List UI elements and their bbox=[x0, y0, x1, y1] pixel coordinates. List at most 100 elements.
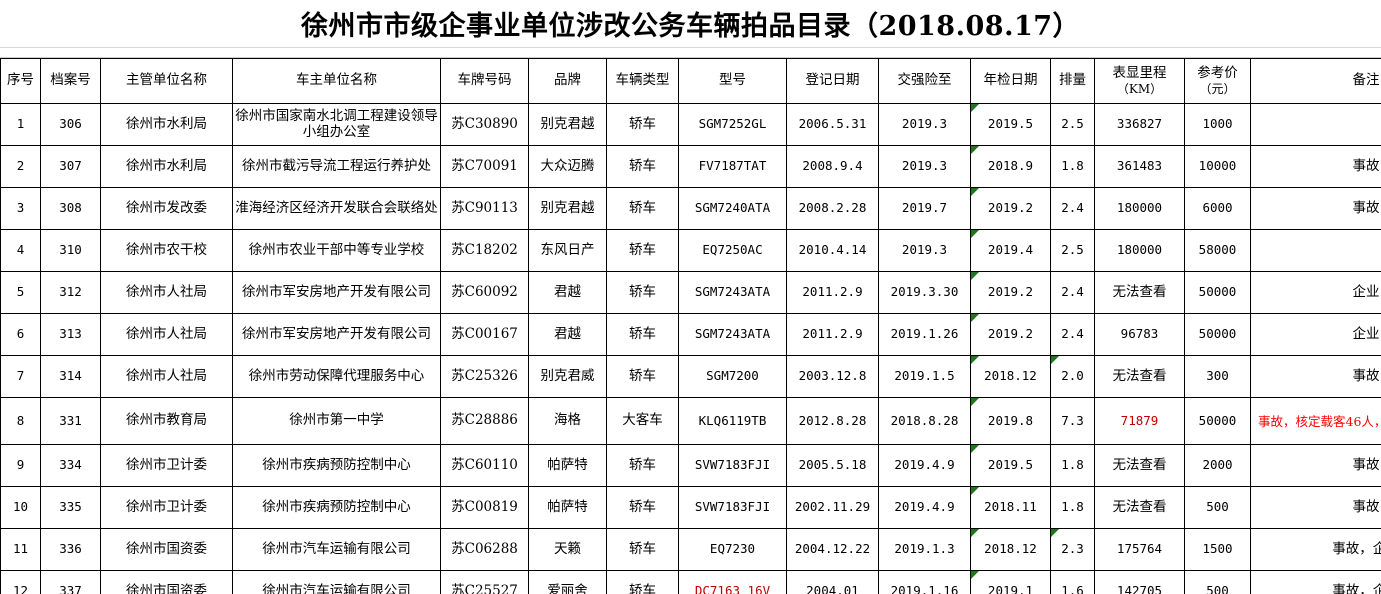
cell-owner[interactable]: 徐州市汽车运输有限公司 bbox=[232, 528, 441, 571]
cell-ins[interactable]: 2019.1.16 bbox=[878, 570, 971, 594]
cell-owner[interactable]: 徐州市疾病预防控制中心 bbox=[232, 444, 441, 487]
cell-ins[interactable]: 2019.3.30 bbox=[878, 271, 971, 314]
cell-ins[interactable]: 2019.3 bbox=[878, 229, 971, 272]
cell-km[interactable]: 336827 bbox=[1094, 103, 1185, 146]
cell-vtype[interactable]: 大客车 bbox=[606, 397, 679, 445]
cell-file[interactable]: 307 bbox=[40, 145, 101, 188]
cell-model[interactable]: SGM7243ATA bbox=[678, 271, 787, 314]
cell-disp[interactable]: 2.0 bbox=[1050, 355, 1095, 398]
table-row[interactable]: 11 336 徐州市国资委 徐州市汽车运输有限公司 苏C06288 天籁 轿车 EQ7230 2… bbox=[0, 528, 1381, 571]
cell-model[interactable]: SGM7243ATA bbox=[678, 313, 787, 356]
cell-price[interactable]: 50000 bbox=[1184, 397, 1251, 445]
cell-owner[interactable]: 徐州市第一中学 bbox=[232, 397, 441, 445]
cell-ins[interactable]: 2019.3 bbox=[878, 103, 971, 146]
cell-remark[interactable] bbox=[1250, 103, 1381, 146]
table-row[interactable]: 12 337 徐州市国资委 徐州市汽车运输有限公司 苏C25527 爱丽舍 轿车 DC7163… bbox=[0, 570, 1381, 594]
cell-insp[interactable]: 2019.8 bbox=[970, 397, 1051, 445]
cell-km[interactable]: 96783 bbox=[1094, 313, 1185, 356]
cell-ins[interactable]: 2018.8.28 bbox=[878, 397, 971, 445]
cell-model[interactable]: SVW7183FJI bbox=[678, 486, 787, 529]
cell-reg[interactable]: 2004.12.22 bbox=[786, 528, 879, 571]
cell-idx[interactable]: 4 bbox=[0, 229, 41, 272]
cell-disp[interactable]: 1.8 bbox=[1050, 444, 1095, 487]
cell-km[interactable]: 无法查看 bbox=[1094, 486, 1185, 529]
cell-idx[interactable]: 5 bbox=[0, 271, 41, 314]
cell-vtype[interactable]: 轿车 bbox=[606, 355, 679, 398]
cell-owner[interactable]: 淮海经济区经济开发联合会联络处 bbox=[232, 187, 441, 230]
cell-reg[interactable]: 2008.9.4 bbox=[786, 145, 879, 188]
cell-remark[interactable]: 事故，企业 bbox=[1250, 528, 1381, 571]
cell-remark[interactable]: 事故 bbox=[1250, 187, 1381, 230]
cell-model[interactable]: EQ7250AC bbox=[678, 229, 787, 272]
cell-km[interactable]: 无法查看 bbox=[1094, 444, 1185, 487]
cell-dept[interactable]: 徐州市人社局 bbox=[100, 271, 233, 314]
cell-idx[interactable]: 11 bbox=[0, 528, 41, 571]
cell-idx[interactable]: 9 bbox=[0, 444, 41, 487]
table-row[interactable]: 10 335 徐州市卫计委 徐州市疾病预防控制中心 苏C00819 帕萨特 轿车 SVW718… bbox=[0, 486, 1381, 529]
cell-brand[interactable]: 东风日产 bbox=[528, 229, 607, 272]
cell-insp[interactable]: 2019.4 bbox=[970, 229, 1051, 272]
cell-plate[interactable]: 苏C30890 bbox=[440, 103, 529, 146]
cell-model[interactable]: SVW7183FJI bbox=[678, 444, 787, 487]
cell-brand[interactable]: 帕萨特 bbox=[528, 486, 607, 529]
cell-idx[interactable]: 6 bbox=[0, 313, 41, 356]
cell-file[interactable]: 312 bbox=[40, 271, 101, 314]
table-row[interactable]: 1 306 徐州市水利局 徐州市国家南水北调工程建设领导小组办公室 苏C30890 别克君… bbox=[0, 103, 1381, 146]
cell-dept[interactable]: 徐州市国资委 bbox=[100, 570, 233, 594]
cell-reg[interactable]: 2005.5.18 bbox=[786, 444, 879, 487]
cell-model[interactable]: DC7163 16V bbox=[678, 570, 787, 594]
cell-remark[interactable] bbox=[1250, 229, 1381, 272]
cell-price[interactable]: 50000 bbox=[1184, 313, 1251, 356]
cell-plate[interactable]: 苏C06288 bbox=[440, 528, 529, 571]
cell-disp[interactable]: 1.6 bbox=[1050, 570, 1095, 594]
cell-owner[interactable]: 徐州市汽车运输有限公司 bbox=[232, 570, 441, 594]
cell-price[interactable]: 500 bbox=[1184, 570, 1251, 594]
cell-plate[interactable]: 苏C25326 bbox=[440, 355, 529, 398]
cell-km[interactable]: 361483 bbox=[1094, 145, 1185, 188]
table-row[interactable]: 4 310 徐州市农干校 徐州市农业干部中等专业学校 苏C18202 东风日产 轿车 EQ72… bbox=[0, 229, 1381, 272]
cell-plate[interactable]: 苏C25527 bbox=[440, 570, 529, 594]
cell-plate[interactable]: 苏C70091 bbox=[440, 145, 529, 188]
cell-disp[interactable]: 1.8 bbox=[1050, 145, 1095, 188]
cell-file[interactable]: 314 bbox=[40, 355, 101, 398]
table-row[interactable]: 9 334 徐州市卫计委 徐州市疾病预防控制中心 苏C60110 帕萨特 轿车 SVW7183… bbox=[0, 444, 1381, 487]
cell-idx[interactable]: 2 bbox=[0, 145, 41, 188]
cell-plate[interactable]: 苏C90113 bbox=[440, 187, 529, 230]
cell-reg[interactable]: 2003.12.8 bbox=[786, 355, 879, 398]
cell-remark[interactable]: 事故 bbox=[1250, 444, 1381, 487]
cell-file[interactable]: 306 bbox=[40, 103, 101, 146]
cell-plate[interactable]: 苏C00819 bbox=[440, 486, 529, 529]
cell-ins[interactable]: 2019.7 bbox=[878, 187, 971, 230]
cell-price[interactable]: 10000 bbox=[1184, 145, 1251, 188]
cell-vtype[interactable]: 轿车 bbox=[606, 229, 679, 272]
cell-reg[interactable]: 2011.2.9 bbox=[786, 313, 879, 356]
cell-km[interactable]: 180000 bbox=[1094, 187, 1185, 230]
cell-dept[interactable]: 徐州市卫计委 bbox=[100, 486, 233, 529]
cell-reg[interactable]: 2008.2.28 bbox=[786, 187, 879, 230]
cell-idx[interactable]: 1 bbox=[0, 103, 41, 146]
cell-dept[interactable]: 徐州市国资委 bbox=[100, 528, 233, 571]
cell-owner[interactable]: 徐州市截污导流工程运行养护处 bbox=[232, 145, 441, 188]
cell-vtype[interactable]: 轿车 bbox=[606, 271, 679, 314]
cell-file[interactable]: 336 bbox=[40, 528, 101, 571]
cell-brand[interactable]: 别克君威 bbox=[528, 355, 607, 398]
cell-brand[interactable]: 君越 bbox=[528, 271, 607, 314]
cell-reg[interactable]: 2012.8.28 bbox=[786, 397, 879, 445]
cell-ins[interactable]: 2019.3 bbox=[878, 145, 971, 188]
cell-km[interactable]: 71879 bbox=[1094, 397, 1185, 445]
cell-price[interactable]: 500 bbox=[1184, 486, 1251, 529]
table-row[interactable]: 2 307 徐州市水利局 徐州市截污导流工程运行养护处 苏C70091 大众迈腾 轿车 FV7… bbox=[0, 145, 1381, 188]
cell-disp[interactable]: 2.3 bbox=[1050, 528, 1095, 571]
cell-owner[interactable]: 徐州市军安房地产开发有限公司 bbox=[232, 313, 441, 356]
cell-idx[interactable]: 12 bbox=[0, 570, 41, 594]
cell-brand[interactable]: 海格 bbox=[528, 397, 607, 445]
cell-file[interactable]: 310 bbox=[40, 229, 101, 272]
cell-remark[interactable]: 事故，企业 bbox=[1250, 570, 1381, 594]
cell-brand[interactable]: 帕萨特 bbox=[528, 444, 607, 487]
table-row[interactable]: 8 331 徐州市教育局 徐州市第一中学 苏C28886 海格 大客车 KLQ6119TB 20… bbox=[0, 397, 1381, 445]
cell-reg[interactable]: 2002.11.29 bbox=[786, 486, 879, 529]
cell-file[interactable]: 308 bbox=[40, 187, 101, 230]
cell-insp[interactable]: 2019.2 bbox=[970, 313, 1051, 356]
cell-price[interactable]: 1500 bbox=[1184, 528, 1251, 571]
cell-plate[interactable]: 苏C60092 bbox=[440, 271, 529, 314]
